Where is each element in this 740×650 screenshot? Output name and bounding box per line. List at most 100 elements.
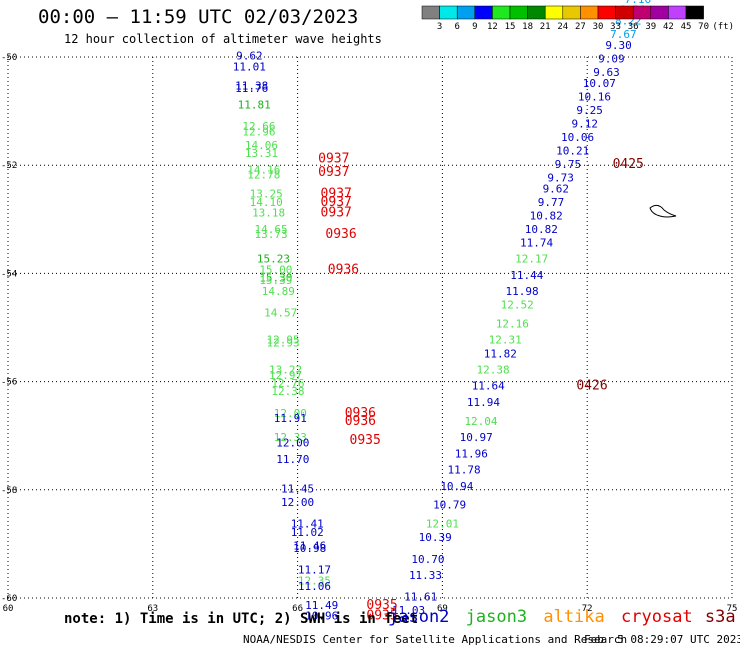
wave-height-label: 11.02 [291,526,324,539]
wave-height-label: 11.44 [510,269,543,282]
wave-height-label: 11.91 [274,412,307,425]
x-tick-label: 72 [582,604,593,614]
wave-height-label: 13.25 [250,188,283,201]
colorbar-label: 36 [628,22,639,32]
pass-time-label: 0425 [613,157,644,172]
wave-height-label: 9.63 [593,66,620,79]
wave-height-label: 11.78 [448,464,481,477]
legend-s3a: s3a [704,607,736,627]
wave-height-label: 10.21 [556,144,589,157]
wave-height-label: 7.16 [625,0,652,6]
wave-height-label: 12.33 [274,431,307,444]
x-tick-label: 75 [727,604,738,614]
wave-height-label: 12.97 [269,369,302,382]
x-tick-label: 63 [147,604,158,614]
wave-height-label: 14.65 [254,223,287,236]
wave-height-label: 10.16 [578,90,611,103]
wave-height-label: 12.00 [276,437,309,450]
wave-height-label: 12.04 [464,415,497,428]
wave-height-label: 11.81 [238,98,271,111]
wave-height-label: 14.06 [245,139,278,152]
wave-height-label: 11.64 [472,380,505,393]
colorbar-swatch [439,5,458,20]
pass-time-label: 0937 [318,151,349,166]
wave-height-label: 15.00 [259,263,292,276]
wave-height-label: 9.30 [605,39,632,52]
wave-height-label: 10.98 [293,542,326,555]
wave-height-label: 12.96 [242,125,275,138]
colorbar-swatch [597,5,616,20]
legend-jason2: jason2 [388,607,450,627]
wave-height-label: 12.38 [477,363,510,376]
wave-height-label: 12.00 [281,496,314,509]
colorbar-swatch [544,5,564,20]
wave-height-label: 13.31 [245,147,278,160]
wave-height-label: 9.09 [598,52,625,65]
wave-height-label: 12.16 [496,318,529,331]
wave-height-label: 10.39 [419,531,452,544]
colorbar-swatch [650,5,669,20]
wave-height-label: 11.74 [520,236,553,249]
wave-height-label: 11.46 [293,539,326,552]
x-tick-label: 60 [3,604,14,614]
x-tick-label: 66 [292,604,303,614]
wave-height-label: 9.12 [572,117,599,130]
y-tick-label: -52 [1,161,17,171]
wave-height-label: 12.00 [274,407,307,420]
wave-height-label: 10.79 [433,499,466,512]
colorbar-label: 42 [663,22,674,32]
colorbar-swatch [492,5,511,20]
wave-height-label: 11.76 [235,82,268,95]
colorbar-swatch [474,5,493,20]
wave-height-label: 12.17 [515,253,548,266]
colorbar-swatch [562,5,581,20]
wave-height-label: 12.78 [247,169,280,182]
colorbar-label: 39 [645,22,656,32]
wind-barb-icon [649,204,677,218]
wave-height-label: 14.57 [264,307,297,320]
colorbar-label: 24 [557,22,568,32]
pass-time-label: 0936 [325,227,356,242]
y-tick-label: -56 [1,378,17,388]
wave-height-label: 11.01 [233,61,266,74]
colorbar-swatch [421,5,440,20]
colorbar-label: 6 [454,22,459,32]
wave-height-label: 11.49 [305,599,338,612]
legend-altika: altika [543,607,605,627]
wave-height-label: 11.41 [291,518,324,531]
wave-height-label: 12.52 [501,299,534,312]
wave-height-label: 11.96 [455,447,488,460]
wave-height-label: 10.96 [305,610,338,623]
colorbar-swatch [685,5,704,20]
legend-cryosat: cryosat [621,607,693,627]
legend-jason3: jason3 [465,607,528,627]
pass-time-label: 0937 [321,206,352,221]
time-label-layer: 0937093709370937093709360936093609360935… [318,151,644,623]
colorbar-swatch [580,5,599,20]
wave-height-label: 9.62 [543,182,570,195]
wave-height-label: 14.89 [262,285,295,298]
wave-height-label: 12.31 [489,334,522,347]
wave-height-label: 11.61 [404,591,437,604]
colorbar-label: 45 [681,22,692,32]
wave-height-label: 11.45 [281,483,314,496]
wave-height-label: 12.35 [298,574,331,587]
wave-height-label: 11.33 [409,569,442,582]
pass-time-label: 0426 [576,379,607,394]
colorbar-swatch [527,5,546,20]
x-tick-label: 69 [437,604,448,614]
wave-height-label: 11.70 [276,453,309,466]
wave-height-label: 13.22 [269,363,302,376]
colorbar-label: 27 [575,22,586,32]
wave-height-label: 12.93 [267,336,300,349]
colorbar-swatch [509,5,528,20]
colorbar-swatch [615,5,634,20]
wave-height-label: 10.70 [411,553,444,566]
wave-height-label: 11.17 [298,564,331,577]
wave-height-label: 12.66 [242,120,275,133]
wave-height-label: 12.95 [267,334,300,347]
chart-title: 00:00 – 11:59 UTC 02/03/2023 [38,6,359,28]
pass-time-label: 0936 [345,414,376,429]
footer-timestamp: Feb 5 08:29:07 UTC 2023 [584,633,740,646]
